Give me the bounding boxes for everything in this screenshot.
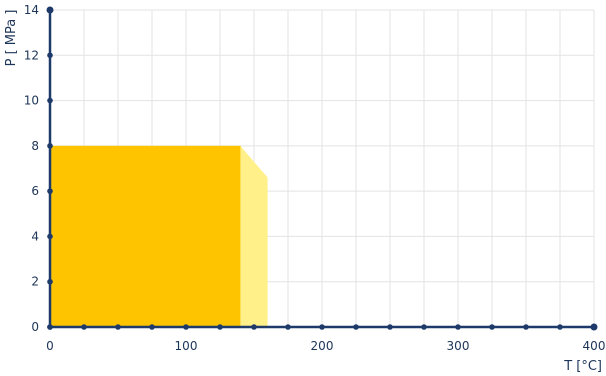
x-axis-marker <box>183 324 189 330</box>
x-axis-marker <box>387 324 393 330</box>
x-axis-marker <box>115 324 121 330</box>
x-axis-marker <box>319 324 325 330</box>
y-axis-marker <box>47 324 53 330</box>
plot-areas <box>50 145 268 327</box>
x-tick-label: 100 <box>175 339 198 353</box>
y-axis-marker <box>46 6 54 14</box>
y-tick-label: 14 <box>24 3 39 17</box>
tick-labels: 0 100 200 300 400 0 2 4 6 8 10 12 14 <box>24 3 606 353</box>
y-axis-marker <box>47 143 53 149</box>
y-tick-label: 0 <box>31 320 39 334</box>
y-tick-label: 12 <box>24 48 39 62</box>
x-axis-marker <box>285 324 291 330</box>
x-tick-label: 0 <box>46 339 54 353</box>
x-tick-label: 200 <box>311 339 334 353</box>
x-axis-marker <box>421 324 427 330</box>
area-series-2 <box>50 145 241 327</box>
x-axis-marker <box>149 324 155 330</box>
y-axis-marker <box>47 278 53 285</box>
grid <box>50 9 595 327</box>
x-axis-marker <box>81 324 87 330</box>
y-tick-label: 10 <box>24 94 39 108</box>
y-axis-marker <box>47 97 53 104</box>
y-axis-marker <box>47 188 53 194</box>
x-axis-marker <box>455 324 461 330</box>
y-axis-marker <box>47 52 53 59</box>
y-tick-label: 2 <box>31 275 39 289</box>
x-axis-marker <box>489 324 495 330</box>
y-tick-label: 8 <box>31 139 39 153</box>
y-axis-title: P [ MPa ] <box>4 10 19 67</box>
y-axis-marker <box>47 233 53 240</box>
x-axis-title: T [°C] <box>563 359 602 374</box>
axes <box>46 6 598 331</box>
x-axis-marker <box>590 323 598 331</box>
x-axis-marker <box>353 324 359 330</box>
x-axis-marker <box>217 324 223 330</box>
y-tick-label: 6 <box>31 184 39 198</box>
x-axis-marker <box>557 324 563 330</box>
y-tick-label: 4 <box>31 229 39 243</box>
x-tick-label: 400 <box>583 339 606 353</box>
x-tick-label: 300 <box>447 339 470 353</box>
x-axis-marker <box>523 324 529 330</box>
x-axis-marker <box>251 324 257 330</box>
